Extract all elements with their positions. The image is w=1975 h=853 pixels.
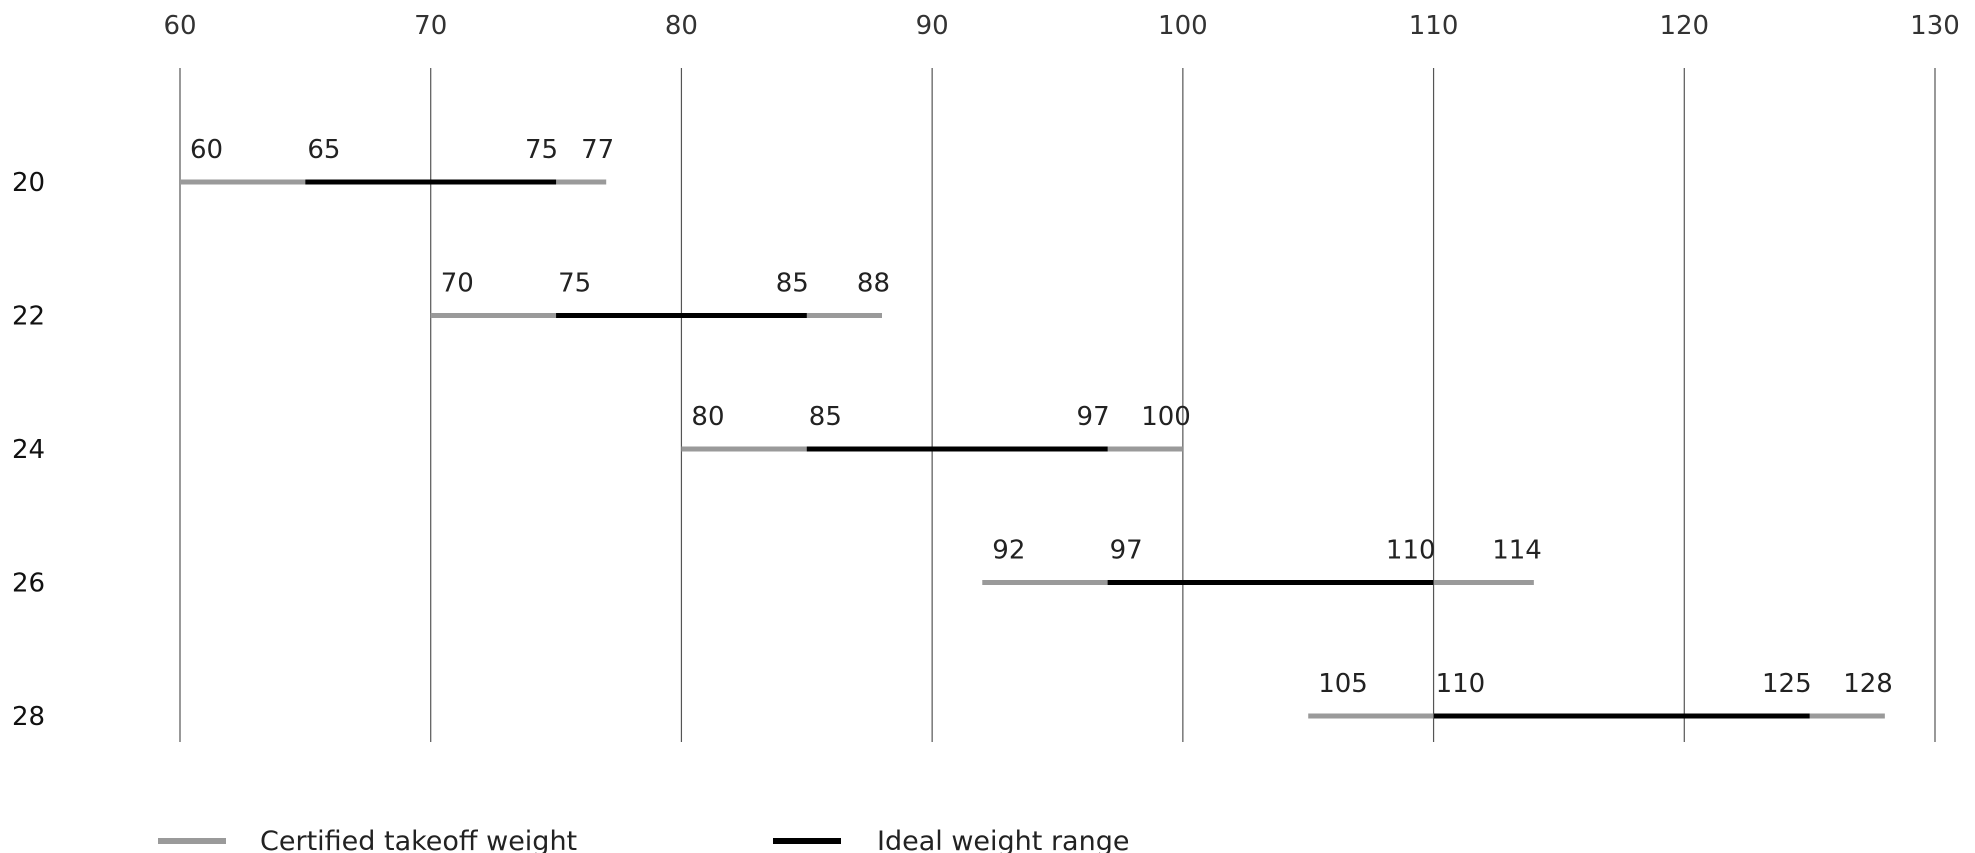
label-ideal-min-28: 110 — [1436, 669, 1486, 699]
label-ideal-max-26: 110 — [1386, 536, 1436, 566]
x-tick-label-110: 110 — [1409, 11, 1459, 41]
label-ideal-max-22: 85 — [776, 269, 809, 299]
label-certified-max-22: 88 — [857, 269, 890, 299]
row-label-26: 26 — [12, 569, 45, 599]
x-tick-label-130: 130 — [1910, 11, 1960, 41]
row-label-20: 20 — [12, 168, 45, 198]
label-ideal-min-24: 85 — [809, 402, 842, 432]
gridlines — [179, 68, 1936, 742]
row-label-24: 24 — [12, 435, 45, 465]
row-label-28: 28 — [12, 702, 45, 732]
label-certified-max-26: 114 — [1492, 536, 1542, 566]
row-labels: 20 22 24 26 28 — [12, 168, 45, 732]
range-bars — [180, 179, 1885, 719]
x-tick-label-70: 70 — [414, 11, 447, 41]
label-ideal-max-20: 75 — [525, 135, 558, 165]
x-axis-ticks: 60 70 80 90 100 110 120 130 — [163, 11, 1959, 41]
x-tick-label-100: 100 — [1158, 11, 1208, 41]
label-ideal-min-20: 65 — [307, 135, 340, 165]
label-ideal-max-24: 97 — [1077, 402, 1110, 432]
label-ideal-max-28: 125 — [1762, 669, 1812, 699]
label-ideal-min-22: 75 — [558, 269, 591, 299]
x-tick-label-120: 120 — [1659, 11, 1709, 41]
label-certified-min-22: 70 — [441, 269, 474, 299]
value-labels: 60 65 75 77 70 75 85 88 80 85 97 100 92 97 110 114 105 11… — [190, 135, 1893, 699]
label-certified-min-20: 60 — [190, 135, 223, 165]
x-tick-label-60: 60 — [163, 11, 196, 41]
legend-label-certified: Certified takeoff weight — [260, 826, 577, 853]
label-ideal-min-26: 97 — [1110, 536, 1143, 566]
legend-label-ideal: Ideal weight range — [877, 826, 1129, 853]
x-tick-label-80: 80 — [665, 11, 698, 41]
legend: Certified takeoff weight Ideal weight ra… — [158, 826, 1129, 853]
label-certified-min-28: 105 — [1318, 669, 1368, 699]
x-tick-label-90: 90 — [916, 11, 949, 41]
label-certified-min-24: 80 — [691, 402, 724, 432]
label-certified-min-26: 92 — [992, 536, 1025, 566]
label-certified-max-24: 100 — [1141, 402, 1191, 432]
row-label-22: 22 — [12, 302, 45, 332]
label-certified-max-28: 128 — [1843, 669, 1893, 699]
label-certified-max-20: 77 — [581, 135, 614, 165]
